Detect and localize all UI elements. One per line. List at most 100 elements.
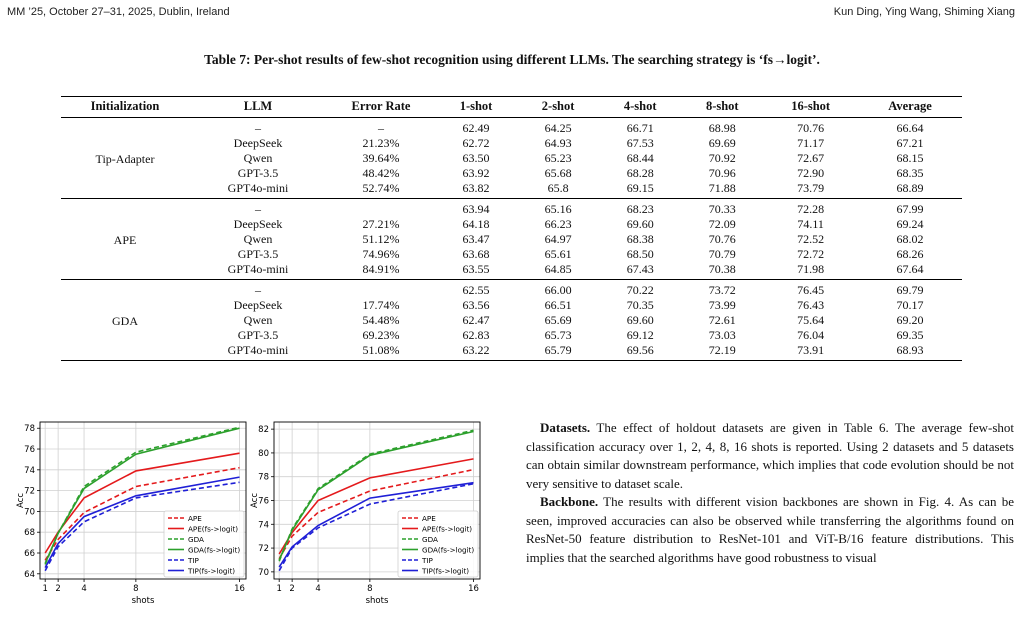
table-cell: 73.91 <box>763 343 858 361</box>
table-cell: 68.28 <box>626 166 654 180</box>
y-axis-label: Acc <box>250 493 260 508</box>
table-cell: 66.00 <box>544 283 572 297</box>
paragraph-text: The results with different vision backbo… <box>526 494 1015 565</box>
table-cell: 74.96% <box>362 247 400 261</box>
series-line <box>44 476 240 568</box>
table-cell: 72.28 <box>797 202 825 216</box>
table-cell: 48.42% <box>362 166 400 180</box>
paragraph-datasets: Datasets. The effect of holdout datasets… <box>526 419 1014 493</box>
col-header: 4-shot <box>599 96 682 118</box>
table-cell: 62.72 <box>462 136 490 150</box>
table-row: Qwen 54.48% 62.47 65.69 69.60 72.61 75.64 69.20 <box>61 313 962 328</box>
table-cell: 39.64% <box>362 151 400 165</box>
table-cell: 65.68 <box>544 166 572 180</box>
table-cell: 52.74% <box>327 181 435 199</box>
series-line <box>278 429 474 562</box>
table-cell: 51.08% <box>327 343 435 361</box>
series-line <box>44 481 240 572</box>
table-cell: 72.61 <box>708 313 736 327</box>
y-tick-label: 70 <box>24 507 35 517</box>
table-cell: 71.17 <box>797 136 825 150</box>
table-cell: 68.26 <box>896 247 924 261</box>
table-cell: 68.44 <box>626 151 654 165</box>
table-cell: 68.98 <box>708 121 736 135</box>
y-tick-label: 78 <box>24 424 35 434</box>
table-cell: 69.20 <box>896 313 924 327</box>
table-cell: 70.22 <box>626 283 654 297</box>
legend-label: APE(fs->logit) <box>422 524 472 533</box>
table-cell: DeepSeek <box>233 136 283 150</box>
series-line <box>44 466 240 561</box>
table-cell: 63.92 <box>462 166 490 180</box>
table-cell: 68.02 <box>896 232 924 246</box>
table-cell: 69.24 <box>896 217 924 231</box>
table-cell: 70.76 <box>708 232 736 246</box>
x-tick-label: 2 <box>55 584 60 594</box>
table-cell: Qwen <box>243 232 273 246</box>
table-cell: DeepSeek <box>233 217 283 231</box>
x-tick-label: 1 <box>276 584 281 594</box>
table-row: GPT4o-mini 51.08% 63.22 65.79 69.56 72.19 73.9… <box>61 343 962 361</box>
table-cell: Qwen <box>243 313 273 327</box>
legend-label: TIP(fs->logit) <box>187 566 235 575</box>
table-cell: GPT-3.5 <box>237 247 279 261</box>
legend-label: TIP <box>421 556 434 565</box>
table-cell: 62.49 <box>462 121 490 135</box>
table-cell: 64.25 <box>544 121 572 135</box>
table-cell: 70.92 <box>708 151 736 165</box>
table-cell: 64.85 <box>517 262 600 280</box>
table-cell: 72.52 <box>797 232 825 246</box>
y-tick-label: 74 <box>24 466 35 476</box>
table-cell: 72.19 <box>681 343 764 361</box>
init-cell: APE <box>61 198 189 280</box>
table-cell: 68.89 <box>858 181 962 199</box>
table-cell: 67.99 <box>896 202 924 216</box>
table-cell: 63.47 <box>462 232 490 246</box>
legend-label: TIP <box>187 556 200 565</box>
x-tick-label: 4 <box>81 584 86 594</box>
col-header: Average <box>858 96 962 118</box>
chart-resnet101: 1 2 4 8 16 64 66 68 70 72 74 76 78 shots Acc APE APE(fs-… <box>14 417 249 614</box>
table-cell: 70.38 <box>681 262 764 280</box>
col-header: 1-shot <box>435 96 518 118</box>
table-cell: 72.67 <box>797 151 825 165</box>
legend-label: APE <box>422 514 436 523</box>
col-header: Initialization <box>61 96 189 118</box>
table-cell: 73.03 <box>708 328 736 342</box>
table-cell: 69.69 <box>708 136 736 150</box>
col-header: 16-shot <box>763 96 858 118</box>
x-axis-label: shots <box>366 596 389 606</box>
table-cell: 73.99 <box>708 298 736 312</box>
table-row: GPT-3.5 69.23% 62.83 65.73 69.12 73.03 76.04 69… <box>61 328 962 343</box>
legend-label: GDA <box>188 535 204 544</box>
x-tick-label: 8 <box>133 584 138 594</box>
paragraph-text: The effect of holdout datasets are given… <box>526 420 1014 491</box>
col-header: LLM <box>189 96 327 118</box>
running-header-venue: MM ’25, October 27–31, 2025, Dublin, Ire… <box>7 6 230 18</box>
table-row: GPT-3.5 48.42% 63.92 65.68 68.28 70.96 72.90 68… <box>61 166 962 181</box>
table-cell: 68.35 <box>896 166 924 180</box>
legend-label: APE(fs->logit) <box>188 524 238 533</box>
plot-frame <box>273 421 481 580</box>
table-cell: – <box>255 121 261 135</box>
series-line <box>44 426 240 565</box>
chart-vitb16: 1 2 4 8 16 70 72 74 76 78 80 82 shots Acc APE APE(fs->l… <box>248 417 483 614</box>
legend-label: GDA <box>422 535 438 544</box>
y-tick-label: 76 <box>258 497 269 507</box>
table-cell <box>327 280 435 299</box>
y-tick-label: 72 <box>258 544 269 554</box>
table-cell: 73.72 <box>708 283 736 297</box>
table-cell: Qwen <box>243 151 273 165</box>
table-cell: 63.94 <box>462 202 490 216</box>
table-cell: 21.23% <box>362 136 400 150</box>
legend-label: GDA(fs->logit) <box>188 545 240 554</box>
x-tick-label: 16 <box>468 584 479 594</box>
table-cell: 69.60 <box>626 313 654 327</box>
y-tick-label: 82 <box>258 425 269 435</box>
table-cell: – <box>255 202 261 216</box>
table-cell: 76.43 <box>797 298 825 312</box>
series-line <box>44 452 240 554</box>
y-tick-label: 70 <box>258 568 269 578</box>
table-cell: 63.22 <box>435 343 518 361</box>
table-row: DeepSeek 21.23% 62.72 64.93 67.53 69.69 71.17 6… <box>61 136 962 151</box>
